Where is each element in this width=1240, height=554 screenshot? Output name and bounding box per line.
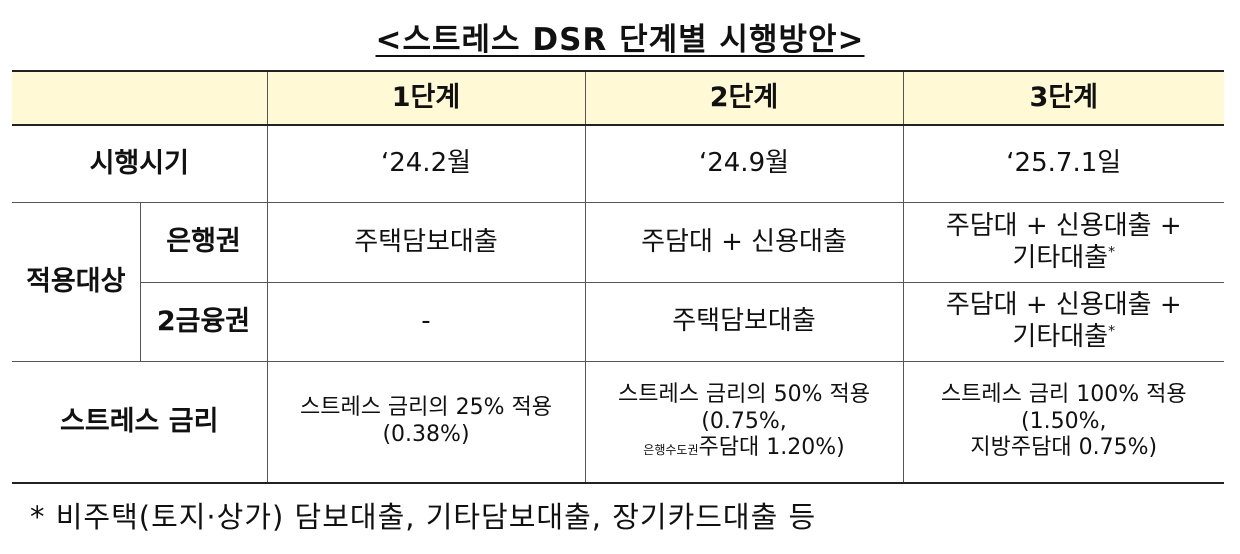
stress-rate-stage2: 스트레스 금리의 50% 적용 (0.75%, 은행수도권주담대 1.20%) (584, 361, 904, 484)
stress-rate-stage3: 스트레스 금리 100% 적용 (1.50%, 지방주담대 0.75%) (902, 361, 1224, 484)
footnote: * 비주택(토지·상가) 담보대출, 기타담보대출, 장기카드대출 등 (30, 500, 817, 534)
second-tier-stage3: 주담대 + 신용대출 + 기타대출* (902, 282, 1225, 362)
second-tier-row: 2금융권 - 주택담보대출 주담대 + 신용대출 + 기타대출* (12, 282, 1225, 362)
footnote-mark: * (1108, 243, 1116, 260)
rate-stage3-line1: 스트레스 금리 100% 적용 (940, 381, 1187, 407)
dsr-stage-table: 1단계 2단계 3단계 시행시기 ‘24.2월 ‘24.9월 ‘25.7.1일 … (12, 70, 1224, 484)
second-tier-stage3-line1: 주담대 + 신용대출 + (945, 290, 1182, 321)
bank-stage3-line1: 주담대 + 신용대출 + (945, 210, 1182, 241)
bank-stage1: 주택담보대출 (266, 202, 586, 283)
rate-stage2-prefix: 은행수도권 (643, 443, 699, 458)
bank-stage2: 주담대 + 신용대출 (584, 202, 904, 283)
rate-stage2-line2: (0.75%, (701, 408, 787, 434)
timing-stage2: ‘24.9월 (584, 124, 904, 203)
title-text: <스트레스 DSR 단계별 시행방안> (375, 22, 865, 58)
rate-stage3-line2: (1.50%, (1021, 408, 1107, 434)
rate-stage2-line3: 주담대 1.20%) (698, 435, 845, 461)
header-stage1: 1단계 (266, 70, 586, 126)
timing-stage1: ‘24.2월 (266, 124, 586, 203)
bank-stage3: 주담대 + 신용대출 + 기타대출* (902, 202, 1225, 283)
bank-stage3-line2: 기타대출* (904, 243, 1225, 275)
bank-label: 은행권 (139, 202, 268, 283)
rate-stage2-line1: 스트레스 금리의 50% 적용 (617, 381, 871, 407)
header-corner-cell (12, 70, 268, 126)
page-title: <스트레스 DSR 단계별 시행방안> (0, 14, 1240, 59)
rate-stage1-line1: 스트레스 금리의 25% 적용 (299, 395, 553, 421)
stress-rate-label: 스트레스 금리 (12, 361, 268, 484)
bank-stage3-text: 기타대출 (1012, 242, 1109, 273)
header-stage3: 3단계 (902, 70, 1224, 126)
second-tier-stage2: 주택담보대출 (584, 282, 904, 362)
second-tier-stage3-text: 기타대출 (1012, 322, 1109, 352)
second-tier-stage1: - (266, 282, 586, 362)
stress-rate-row: 스트레스 금리 스트레스 금리의 25% 적용 (0.38%) 스트레스 금리의… (12, 361, 1224, 484)
timing-label: 시행시기 (12, 124, 268, 203)
footnote-mark: * (1108, 323, 1116, 340)
scope-label: 적용대상 (12, 202, 141, 362)
header-stage2: 2단계 (584, 70, 904, 126)
bank-row: 적용대상 은행권 주택담보대출 주담대 + 신용대출 주담대 + 신용대출 + … (12, 202, 1225, 362)
second-tier-stage3-line2: 기타대출* (904, 322, 1225, 354)
stress-rate-stage1: 스트레스 금리의 25% 적용 (0.38%) (266, 361, 586, 484)
rate-stage2-line3-wrap: 은행수도권주담대 1.20%) (586, 435, 903, 462)
rate-stage1-line2: (0.38%) (382, 422, 470, 447)
rate-stage3-line3: 지방주담대 0.75%) (970, 435, 1158, 461)
timing-row: 시행시기 ‘24.2월 ‘24.9월 ‘25.7.1일 (12, 124, 1224, 203)
timing-stage3: ‘25.7.1일 (902, 124, 1224, 203)
second-tier-label: 2금융권 (139, 282, 268, 362)
header-row: 1단계 2단계 3단계 (12, 70, 1224, 126)
